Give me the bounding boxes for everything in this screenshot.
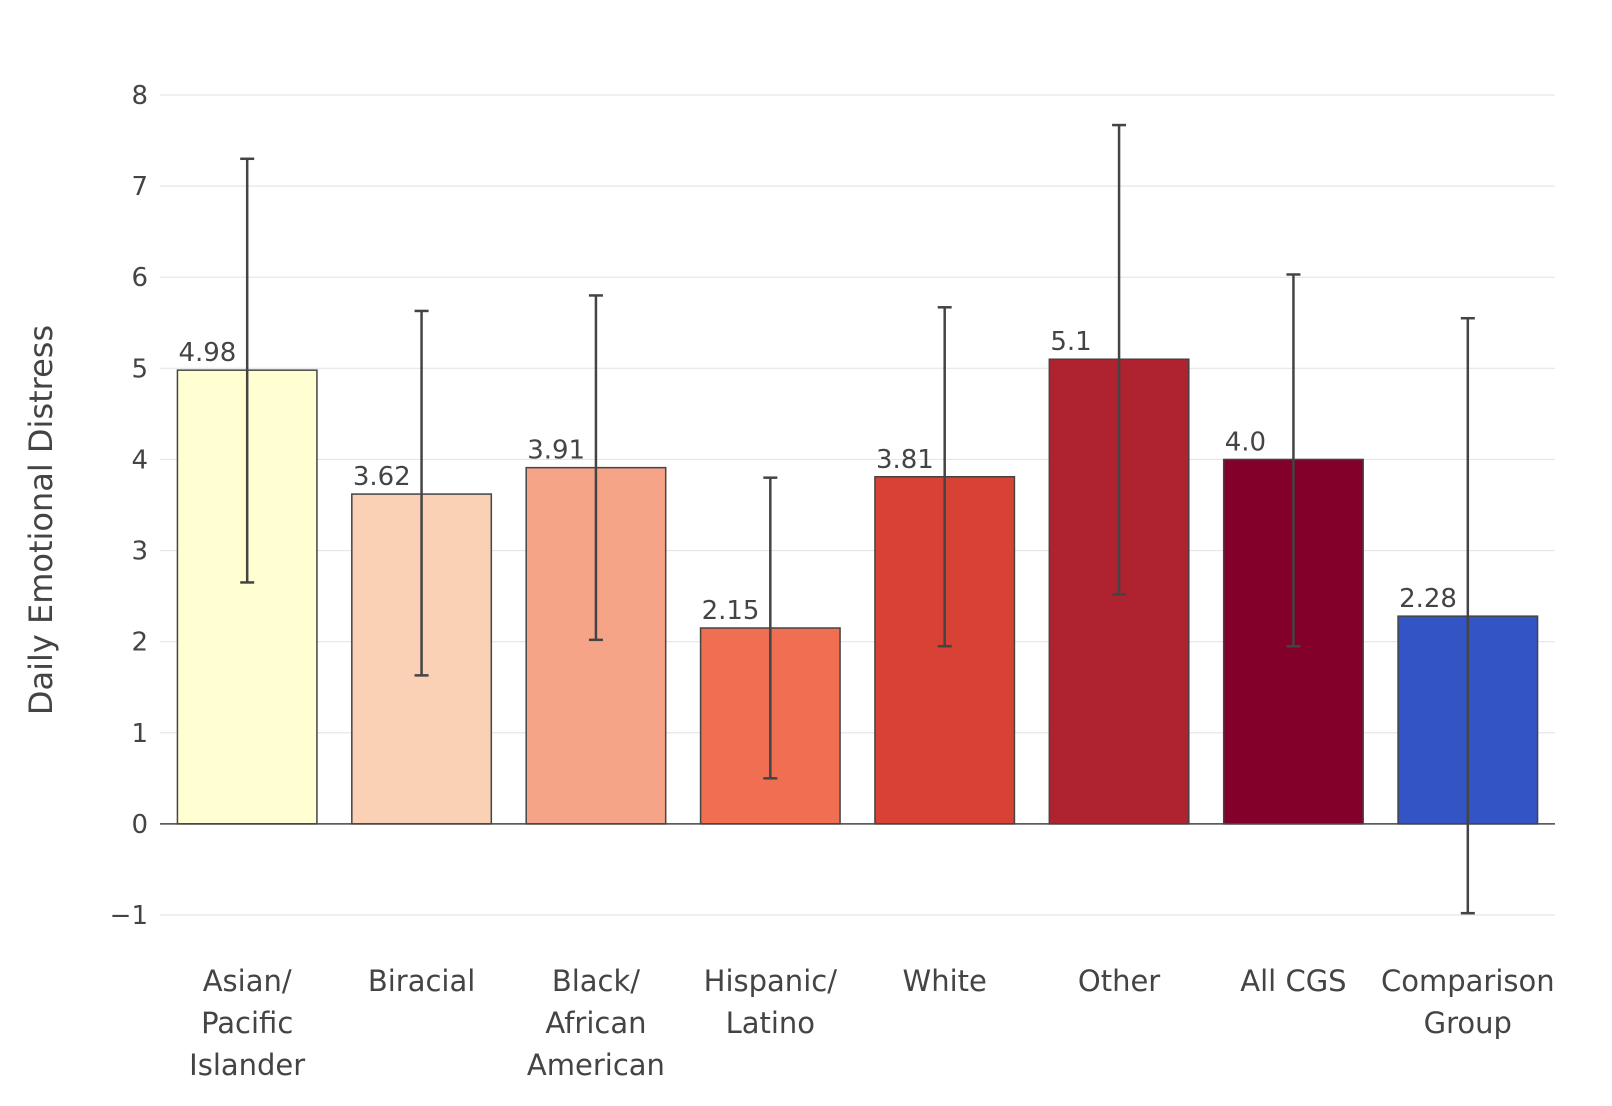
x-tick-label: Black/ [552, 964, 640, 998]
x-tick-label: Comparison [1381, 964, 1555, 998]
x-axis-labels: Asian/Pacific Islander Biracial Black/Afric… [189, 964, 1554, 1082]
data-label: 3.91 [527, 436, 585, 466]
y-tick-label: 8 [131, 81, 148, 111]
x-tick-label: American [527, 1048, 665, 1082]
y-axis-title: Daily Emotional Distress [22, 325, 60, 715]
y-tick-label: 1 [131, 719, 148, 749]
y-tick-label: 2 [131, 628, 148, 658]
data-label: 4.0 [1225, 427, 1266, 457]
y-tick-label: 0 [131, 810, 148, 840]
data-label: 3.62 [353, 462, 411, 492]
x-tick-label: Other [1078, 964, 1160, 998]
value-labels: 4.98 3.62 3.91 2.15 3.81 5.1 4.0 2.28 [178, 327, 1457, 626]
data-label: 2.28 [1399, 584, 1457, 614]
data-label: 5.1 [1050, 327, 1091, 357]
x-tick-label: All CGS [1240, 964, 1346, 998]
error-bars [240, 123, 1475, 915]
x-tick-label: Hispanic/ [704, 964, 838, 998]
x-tick-label: Biracial [368, 964, 475, 998]
x-tick-label: Group [1424, 1006, 1512, 1040]
y-tick-label: 6 [131, 263, 148, 293]
data-label: 3.81 [876, 445, 934, 475]
x-tick-label: African [545, 1006, 646, 1040]
data-label: 4.98 [178, 338, 236, 368]
x-tick-label: White [903, 964, 987, 998]
x-tick-label: Pacific [201, 1006, 293, 1040]
x-tick-label: Latino [726, 1006, 815, 1040]
y-axis-ticks: −1 0 1 2 3 4 5 6 7 8 [110, 81, 148, 931]
y-tick-label: 4 [131, 445, 148, 475]
bars [176, 358, 1539, 825]
y-tick-label: 7 [131, 172, 148, 202]
data-label: 2.15 [702, 596, 760, 626]
y-tick-label: 3 [131, 537, 148, 567]
x-tick-label: Islander [189, 1048, 305, 1082]
y-tick-label: −1 [110, 901, 148, 931]
y-tick-label: 5 [131, 354, 148, 384]
x-tick-label: Asian/ [203, 964, 292, 998]
